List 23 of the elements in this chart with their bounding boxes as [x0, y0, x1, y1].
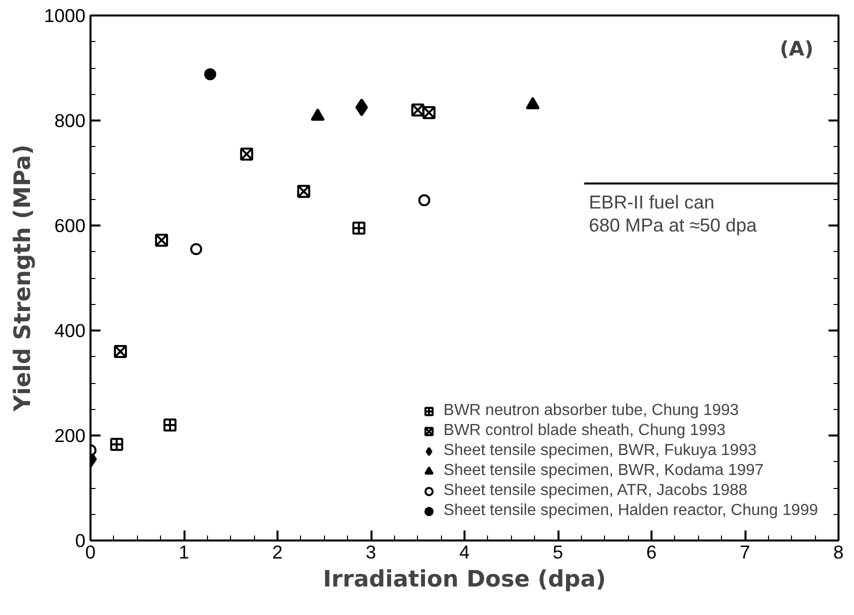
y-tick-label: 200 — [54, 425, 86, 446]
x-tick-label: 5 — [552, 542, 564, 562]
x-tick-label: 4 — [459, 542, 470, 562]
x-tick-label: 1 — [178, 542, 190, 562]
legend-label: BWR neutron absorber tube, Chung 1993 — [444, 402, 739, 420]
legend-label: Sheet tensile specimen, BWR, Fukuya 1993 — [444, 442, 757, 460]
y-axis-title: Yield Strength (MPa) — [10, 144, 36, 412]
y-tick-label: 800 — [54, 110, 86, 131]
y-tick-label: 1000 — [44, 5, 86, 26]
x-tick-label: 3 — [366, 542, 376, 562]
y-tick-label: 600 — [54, 215, 86, 236]
legend-label: BWR control blade sheath, Chung 1993 — [444, 422, 726, 440]
x-tick-label: 8 — [833, 542, 844, 562]
y-tick-label: 400 — [54, 320, 86, 341]
annotation: (A) — [780, 36, 814, 60]
legend-label: Sheet tensile specimen, Halden reactor, Chung 1999 — [444, 502, 818, 520]
x-tick-label: 6 — [646, 542, 657, 562]
legend-label: Sheet tensile specimen, ATR, Jacobs 1988 — [444, 482, 748, 500]
ref-line-label: EBR-II fuel can 680 MPa at ≈50 dpa — [588, 192, 758, 236]
x-tick-label: 7 — [740, 542, 750, 562]
x-axis-title: Irradiation Dose (dpa) — [322, 566, 606, 592]
x-tick-label: 2 — [272, 542, 283, 562]
legend-label: Sheet tensile specimen, BWR, Kodama 1997 — [444, 462, 764, 480]
